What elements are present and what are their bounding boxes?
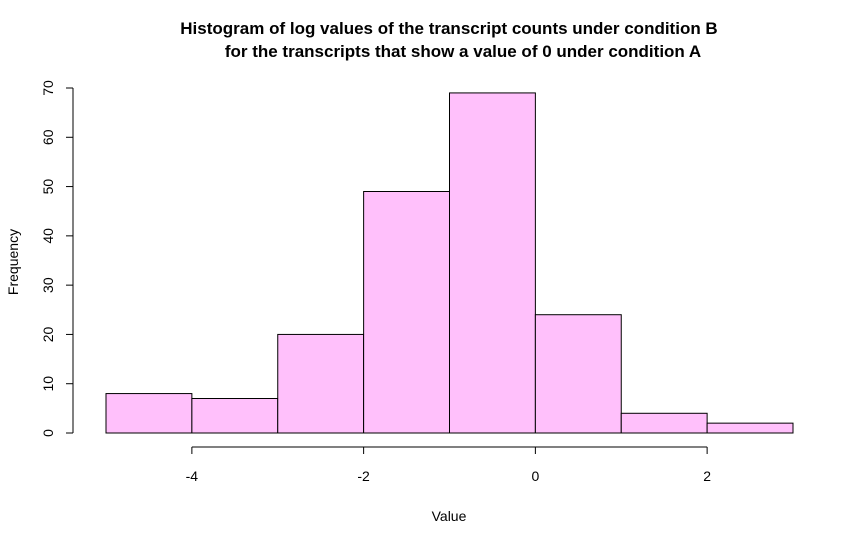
histogram-bar-4	[449, 92, 536, 434]
y-axis: 0 10 20 30 40 50 60 70	[40, 80, 74, 437]
histogram-bars	[105, 92, 794, 434]
y-tick-label: 0	[40, 429, 56, 437]
y-tick-label: 50	[40, 179, 56, 195]
x-axis-label: Value	[432, 508, 467, 524]
histogram-bar-1	[191, 398, 279, 434]
x-tick-label: -4	[186, 468, 199, 484]
histogram-bar-7	[706, 422, 794, 434]
y-tick-label: 70	[40, 80, 56, 96]
y-tick-label: 60	[40, 129, 56, 145]
y-tick-label: 30	[40, 277, 56, 293]
y-tick-label: 40	[40, 228, 56, 244]
histogram-bar-6	[620, 412, 708, 434]
histogram-bar-5	[534, 314, 622, 434]
x-tick-label: -2	[357, 468, 370, 484]
histogram-bar-0	[105, 393, 193, 434]
chart-title-line-1: Histogram of log values of the transcrip…	[180, 19, 717, 38]
x-tick-label: 2	[703, 468, 711, 484]
chart-title-line-2: for the transcripts that show a value of…	[225, 42, 701, 61]
y-tick-label: 20	[40, 326, 56, 342]
x-tick-label: 0	[531, 468, 539, 484]
y-axis-label: Frequency	[5, 229, 21, 295]
y-tick-label: 10	[40, 376, 56, 392]
histogram-bar-3	[363, 191, 450, 434]
x-axis: -4 -2 0 2	[186, 446, 711, 484]
histogram-bar-2	[277, 333, 365, 434]
